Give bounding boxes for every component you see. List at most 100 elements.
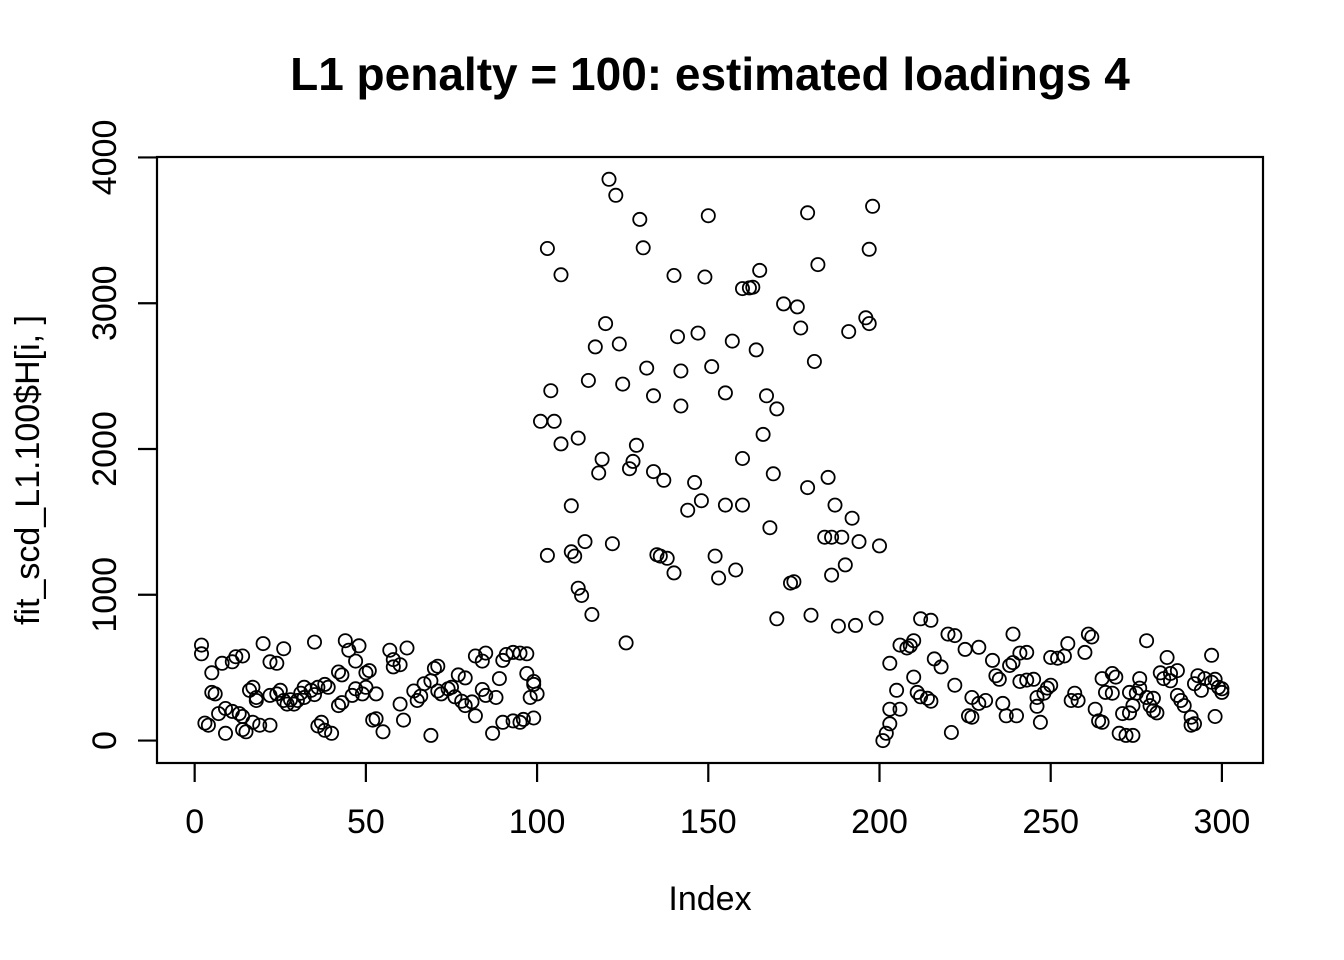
data-point: [358, 665, 374, 681]
data-point: [317, 722, 333, 738]
data-point: [330, 664, 346, 680]
data-point: [711, 570, 727, 586]
data-point: [769, 611, 785, 627]
data-point: [1005, 626, 1021, 642]
data-point: [646, 464, 662, 480]
x-tick-label: 50: [347, 803, 385, 841]
data-point: [570, 430, 586, 446]
data-point: [426, 660, 442, 676]
data-point: [735, 497, 751, 513]
data-point: [485, 725, 501, 741]
data-point: [919, 690, 935, 706]
data-point: [303, 682, 319, 698]
data-point: [193, 637, 209, 653]
data-point: [574, 588, 590, 604]
x-tick-label: 150: [680, 803, 737, 841]
data-point: [889, 682, 905, 698]
data-point: [584, 607, 600, 623]
data-point: [604, 536, 620, 552]
data-point: [906, 669, 922, 685]
data-point: [1002, 658, 1018, 674]
x-tick-label: 200: [851, 803, 908, 841]
data-point: [337, 633, 353, 649]
data-point: [851, 534, 867, 550]
data-point: [478, 645, 494, 661]
data-point: [526, 676, 542, 692]
data-point: [533, 413, 549, 429]
data-point: [478, 687, 494, 703]
data-point: [670, 329, 686, 345]
data-point: [553, 436, 569, 452]
data-point: [207, 686, 223, 702]
data-point: [1029, 698, 1045, 714]
data-point: [762, 520, 778, 536]
data-point: [978, 693, 994, 709]
data-point: [399, 640, 415, 656]
data-point: [450, 667, 466, 683]
data-point: [652, 548, 668, 564]
data-point: [1019, 672, 1035, 688]
data-point: [964, 709, 980, 725]
data-point: [409, 693, 425, 709]
data-point: [289, 693, 305, 709]
data-point: [892, 637, 908, 653]
data-point: [769, 401, 785, 417]
data-point: [848, 617, 864, 633]
data-point: [1163, 673, 1179, 689]
data-point: [632, 211, 648, 227]
data-point: [752, 262, 768, 278]
data-point: [1187, 716, 1203, 732]
data-point: [553, 267, 569, 283]
data-point: [943, 725, 959, 741]
data-point: [735, 450, 751, 466]
data-point: [512, 645, 528, 661]
data-point: [563, 498, 579, 514]
data-point: [687, 474, 703, 490]
data-point: [646, 388, 662, 404]
data-point: [1080, 626, 1096, 642]
data-point: [1094, 714, 1110, 730]
data-point: [926, 651, 942, 667]
y-tick-label: 1000: [86, 557, 124, 633]
data-point: [601, 171, 617, 187]
data-point: [947, 628, 963, 644]
data-point: [841, 324, 857, 340]
data-point: [1104, 666, 1120, 682]
data-point: [861, 316, 877, 332]
data-point: [515, 711, 531, 727]
data-point: [704, 359, 720, 375]
data-point: [563, 544, 579, 560]
data-point: [615, 376, 631, 392]
data-point: [611, 336, 627, 352]
data-point: [985, 652, 1001, 668]
data-point: [639, 360, 655, 376]
data-point: [214, 655, 230, 671]
data-point: [580, 372, 596, 388]
data-point: [539, 547, 555, 563]
data-point: [324, 725, 340, 741]
data-point: [991, 671, 1007, 687]
data-point: [759, 388, 775, 404]
data-point: [1009, 708, 1025, 724]
data-point: [539, 240, 555, 256]
data-point: [803, 607, 819, 623]
data-point: [995, 695, 1011, 711]
data-point: [971, 695, 987, 711]
data-point: [252, 717, 268, 733]
data-points: [193, 171, 1230, 749]
data-point: [341, 642, 357, 658]
data-point: [392, 657, 408, 673]
data-point: [830, 618, 846, 634]
data-point: [320, 679, 336, 695]
data-point: [875, 733, 891, 749]
data-point: [1118, 727, 1134, 743]
data-point: [625, 453, 641, 469]
data-point: [666, 267, 682, 283]
data-point: [717, 385, 733, 401]
y-axis: 0 1000 2000 3000 4000: [86, 120, 157, 750]
data-point: [800, 205, 816, 221]
data-point: [1077, 644, 1093, 660]
data-point: [735, 281, 751, 297]
data-point: [334, 695, 350, 711]
